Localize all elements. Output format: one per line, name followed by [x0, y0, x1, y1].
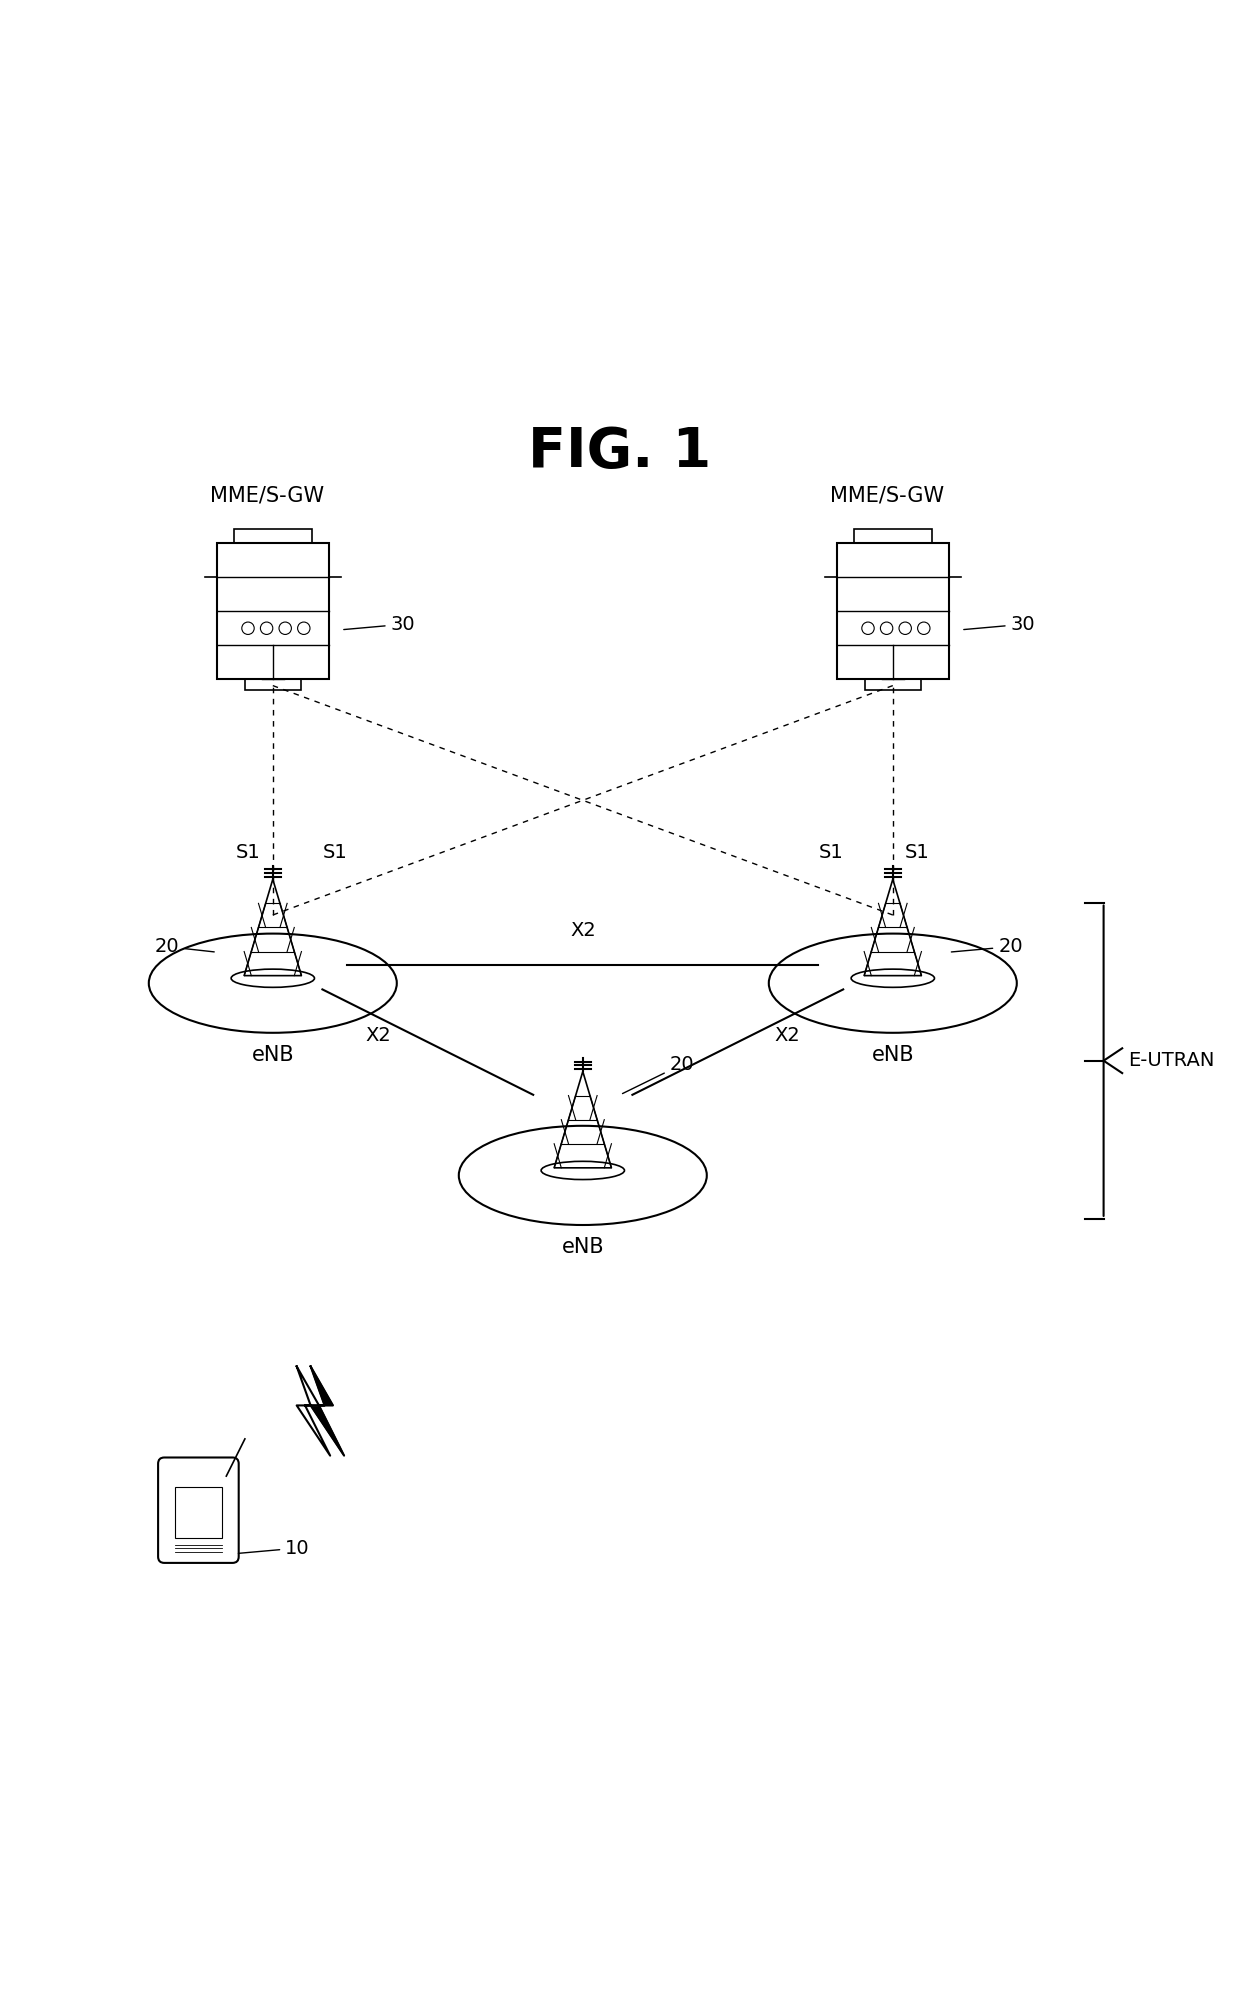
Text: 20: 20: [622, 1054, 694, 1093]
Text: 10: 10: [238, 1538, 310, 1558]
Text: X2: X2: [366, 1026, 391, 1046]
Text: MME/S-GW: MME/S-GW: [210, 486, 324, 506]
Text: S1: S1: [905, 843, 930, 863]
Text: eNB: eNB: [872, 1044, 914, 1064]
Text: X2: X2: [570, 921, 595, 939]
Text: S1: S1: [818, 843, 843, 863]
Text: 30: 30: [343, 615, 415, 633]
Text: 20: 20: [951, 937, 1023, 956]
Text: X2: X2: [775, 1026, 800, 1046]
Text: FIG. 1: FIG. 1: [528, 425, 712, 480]
Text: 20: 20: [155, 937, 215, 956]
Text: S1: S1: [236, 843, 260, 863]
Polygon shape: [296, 1367, 330, 1456]
Text: E-UTRAN: E-UTRAN: [1128, 1050, 1215, 1070]
Text: 30: 30: [963, 615, 1035, 633]
Text: eNB: eNB: [562, 1238, 604, 1258]
Text: eNB: eNB: [252, 1044, 294, 1064]
Text: S1: S1: [322, 843, 347, 863]
Text: MME/S-GW: MME/S-GW: [830, 486, 944, 506]
Polygon shape: [310, 1367, 345, 1456]
